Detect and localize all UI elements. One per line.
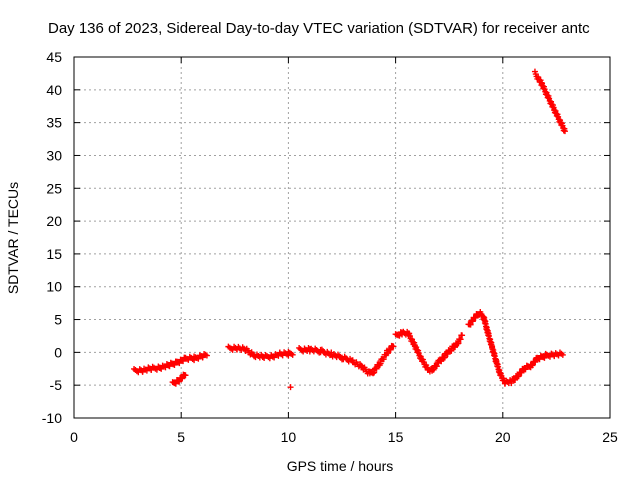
data-segment (287, 384, 294, 391)
y-tick-label: 30 (46, 147, 62, 163)
x-tick-label: 25 (602, 429, 618, 445)
x-axis-label: GPS time / hours (287, 458, 394, 474)
chart-title: Day 136 of 2023, Sidereal Day-to-day VTE… (48, 20, 590, 37)
y-axis-ticks: -10 -5 0 5 10 15 20 25 30 35 40 45 (42, 49, 610, 426)
y-axis-label: SDTVAR / TECUs (5, 182, 21, 294)
data-segment (225, 343, 296, 362)
data-segment (131, 351, 210, 376)
x-tick-label: 15 (388, 429, 404, 445)
data-points (131, 68, 568, 391)
data-segment (169, 371, 189, 387)
y-tick-label: 10 (46, 279, 62, 295)
y-tick-label: -5 (50, 377, 63, 393)
grid-lines (74, 57, 610, 418)
data-segment (531, 68, 568, 135)
data-segment (296, 342, 397, 377)
data-segment (465, 309, 566, 387)
y-tick-label: 15 (46, 246, 62, 262)
y-tick-label: -10 (42, 410, 62, 426)
y-tick-label: 40 (46, 82, 62, 98)
x-tick-label: 20 (495, 429, 511, 445)
x-tick-label: 5 (177, 429, 185, 445)
y-tick-label: 5 (54, 312, 62, 328)
plot-frame (73, 56, 611, 419)
x-tick-label: 10 (281, 429, 297, 445)
data-segment (392, 328, 466, 375)
y-tick-label: 35 (46, 115, 62, 131)
y-tick-label: 25 (46, 180, 62, 196)
y-tick-label: 20 (46, 213, 62, 229)
y-tick-label: 0 (54, 344, 62, 360)
x-axis-ticks: 0 5 10 15 20 25 (70, 57, 618, 445)
x-tick-label: 0 (70, 429, 78, 445)
y-tick-label: 45 (46, 49, 62, 65)
